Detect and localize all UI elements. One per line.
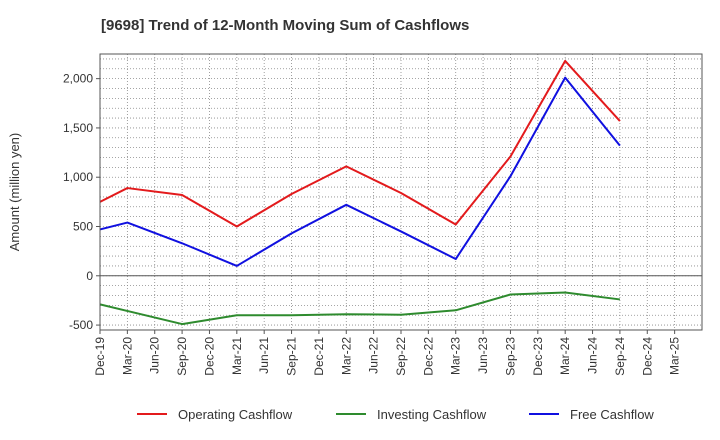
y-tick-label: 2,000 [63,72,93,86]
legend: Operating Cashflow Investing Cashflow Free… [137,407,654,422]
x-tick-label: Dec-23 [531,337,545,376]
x-tick-label: Jun-24 [586,337,600,374]
x-ticks: Dec-19 Mar-20 Jun-20 Sep-20 Dec-20 Mar-21 Jun-… [93,330,682,376]
y-tick-label: 0 [86,269,93,283]
x-tick-label: Jun-21 [257,337,271,374]
x-tick-label: Sep-21 [285,337,299,376]
x-tick-label: Mar-24 [558,337,572,375]
free-cashflow-line [99,76,621,267]
investing-cashflow-legend-label: Investing Cashflow [377,407,487,422]
operating-cashflow-line [99,59,621,228]
x-tick-label: Sep-23 [503,337,517,376]
x-tick-label: Mar-21 [230,337,244,375]
x-tick-label: Dec-24 [640,337,654,376]
y-tick-label: -500 [69,318,93,332]
x-tick-label: Dec-20 [202,337,216,376]
plot-frame [99,53,703,331]
y-tick-label: 1,000 [63,170,93,184]
investing-cashflow-line [99,291,621,326]
x-tick-label: Sep-20 [175,337,189,376]
x-tick-label: Dec-22 [421,337,435,376]
x-tick-label: Sep-22 [394,337,408,376]
y-tick-label: 1,500 [63,121,93,135]
x-tick-label: Jun-23 [476,337,490,374]
operating-cashflow-legend-label: Operating Cashflow [178,407,293,422]
chart-title: [9698] Trend of 12-Month Moving Sum of C… [101,17,469,34]
y-ticks: -500 0 500 1,000 1,500 2,000 [63,72,100,332]
x-tick-label: Jun-20 [148,337,162,374]
x-tick-label: Mar-23 [449,337,463,375]
x-tick-label: Mar-22 [339,337,353,375]
y-axis-label: Amount (million yen) [7,133,22,252]
x-tick-label: Mar-25 [668,337,682,375]
x-tick-label: Dec-19 [93,337,107,376]
free-cashflow-legend-label: Free Cashflow [570,407,654,422]
x-tick-label: Sep-24 [613,337,627,376]
x-tick-label: Dec-21 [312,337,326,376]
series-group [99,59,621,326]
y-tick-label: 500 [73,220,93,234]
x-tick-label: Mar-20 [120,337,134,375]
x-tick-label: Jun-22 [367,337,381,374]
